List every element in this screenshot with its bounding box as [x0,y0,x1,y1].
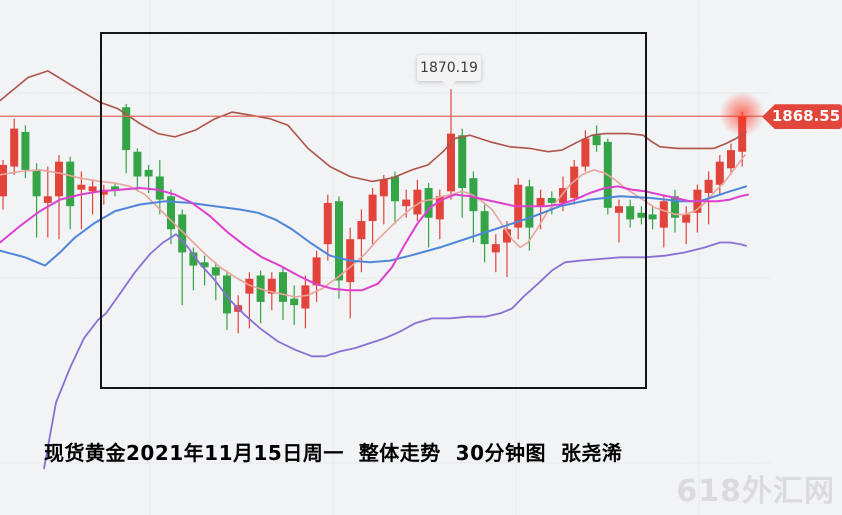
ma-line-ma_blue [0,185,747,267]
highlight-box [100,32,647,389]
peak-price-tooltip: 1870.19 [417,55,481,88]
site-watermark: 618外汇网 [676,474,835,509]
gridlines [0,0,770,515]
ma-line-lower_band [43,233,747,470]
candlestick-series [0,89,747,334]
current-price-tag: 1868.55 [762,104,842,130]
chart-caption: 现货黄金2021年11月15日周一 整体走势 30分钟图 张尧浠 [44,441,623,465]
ma-line-upper_band [0,70,747,183]
